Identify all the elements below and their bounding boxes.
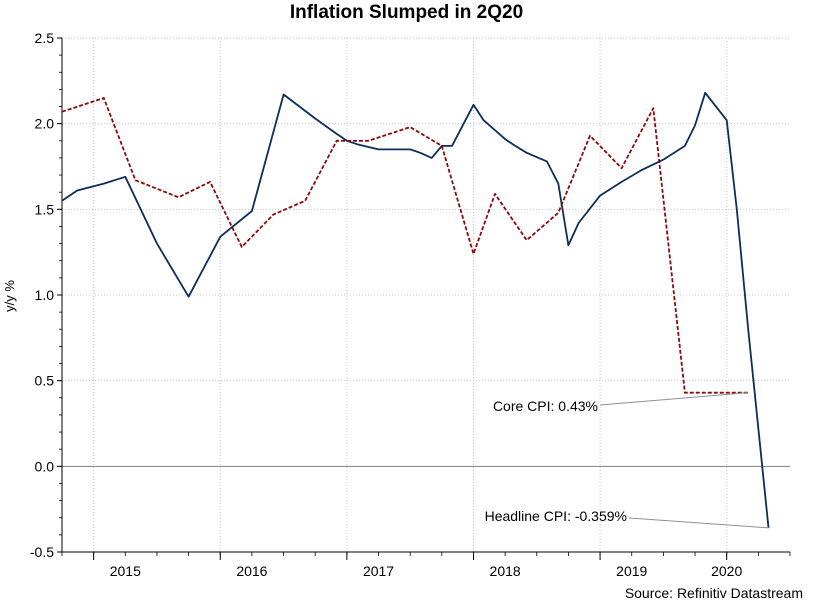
y-tick-label: 2.5 [35,30,55,46]
x-tick-label: 2015 [110,563,141,579]
series-layer [61,91,770,528]
x-tick-label: 2016 [236,563,267,579]
source-note: Source: Refinitiv Datastream [624,585,803,601]
annotation-leader [599,392,749,406]
annotation-label: Core CPI: 0.43% [493,398,598,414]
axis-layer: -0.5 0.0 0.5 1.0 1.5 2.0 2.5 2015 2016 2017 2018 20… [30,30,791,579]
headline-cpi-line [61,91,770,528]
x-tick-label: 2020 [711,563,742,579]
core-cpi-line [61,97,749,394]
y-tick-label: 2.0 [35,116,55,132]
chart-title: Inflation Slumped in 2Q20 [289,2,524,23]
x-tick-label: 2019 [616,563,647,579]
annotation-label: Headline CPI: -0.359% [485,508,627,524]
y-tick-label: -0.5 [30,544,54,560]
y-tick-label: 0.0 [35,458,55,474]
x-tick-label: 2018 [490,563,521,579]
y-tick-label: 1.5 [35,201,55,217]
x-tick-label: 2017 [363,563,394,579]
annotation-layer: Core CPI: 0.43% Headline CPI: -0.359% [485,392,769,529]
y-axis-label: y/y % [2,280,17,312]
grid-layer [62,37,790,553]
y-tick-label: 1.0 [35,287,55,303]
y-tick-label: 0.5 [35,373,55,389]
annotation-leader [628,517,769,529]
